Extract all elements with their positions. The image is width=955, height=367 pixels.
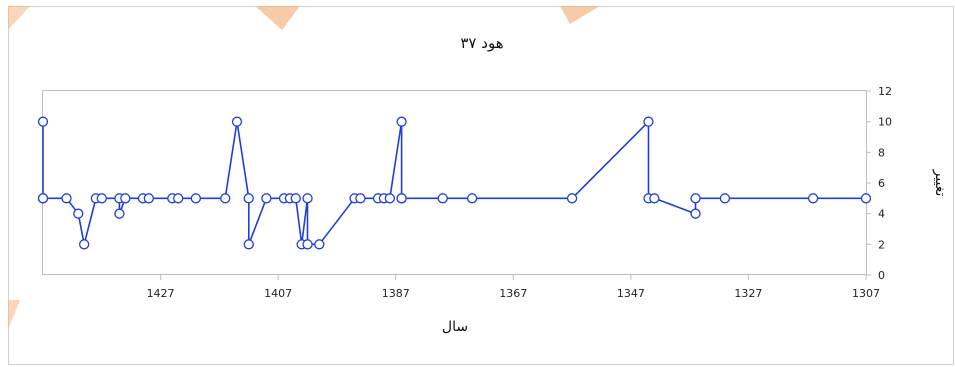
y-axis: 0 2 4 6 8 10 12: [866, 85, 892, 282]
x-tick-label: 1407: [264, 287, 292, 300]
data-point: [261, 193, 272, 204]
decor-orange-triangle: [8, 300, 20, 330]
chart-border: [8, 6, 954, 365]
x-tick-label: 1307: [852, 287, 880, 300]
data-point: [355, 193, 366, 204]
data-point: [649, 193, 660, 204]
data-point: [643, 116, 654, 127]
series-line: [37, 116, 872, 250]
data-point: [73, 208, 84, 219]
data-point: [243, 193, 254, 204]
decor-orange-triangle: [255, 6, 300, 30]
data-point: [290, 193, 301, 204]
data-point: [719, 193, 731, 204]
data-point: [190, 193, 201, 204]
data-point: [120, 193, 131, 204]
plot-area: [42, 90, 867, 275]
chart-title: هود ۳۷: [460, 34, 503, 52]
x-tick-label: 1367: [499, 287, 527, 300]
data-point: [173, 193, 184, 204]
data-point: [314, 239, 325, 250]
y-tick-label: 0: [878, 269, 885, 282]
data-point: [384, 193, 395, 204]
data-point: [466, 193, 478, 204]
x-tick-label: 1327: [734, 287, 762, 300]
data-point: [220, 193, 231, 204]
y-tick-label: 10: [878, 116, 892, 129]
data-point: [807, 193, 819, 204]
data-point: [396, 193, 407, 204]
data-point: [302, 239, 313, 250]
y-tick-label: 6: [878, 177, 885, 190]
data-point: [79, 239, 90, 250]
data-point: [243, 239, 254, 250]
x-tick-label: 1387: [382, 287, 410, 300]
data-point: [96, 193, 107, 204]
data-point: [37, 193, 49, 204]
data-point: [231, 116, 243, 127]
data-point: [690, 208, 701, 219]
x-tick-label: 1347: [617, 287, 645, 300]
data-point: [37, 116, 49, 127]
data-point: [143, 193, 154, 204]
y-tick-label: 8: [878, 146, 885, 159]
data-point: [61, 193, 72, 204]
data-point: [690, 193, 701, 204]
y-tick-label: 4: [878, 208, 885, 221]
data-point: [437, 193, 448, 204]
y-tick-label: 2: [878, 238, 885, 251]
decor-orange-triangle: [560, 6, 600, 24]
x-axis: 1427 1407 1387 1367 1347 1327 1307: [147, 275, 880, 300]
x-tick-label: 1427: [147, 287, 175, 300]
x-axis-label: سال: [442, 319, 468, 335]
y-tick-label: 12: [878, 85, 892, 98]
data-point: [396, 116, 407, 127]
decor-orange-triangle: [8, 6, 30, 30]
data-point: [860, 193, 872, 204]
data-point: [302, 193, 313, 204]
data-point: [114, 208, 125, 219]
y-axis-label: تغییر: [932, 169, 948, 197]
data-point: [566, 193, 578, 204]
series-polyline: [42, 120, 866, 246]
